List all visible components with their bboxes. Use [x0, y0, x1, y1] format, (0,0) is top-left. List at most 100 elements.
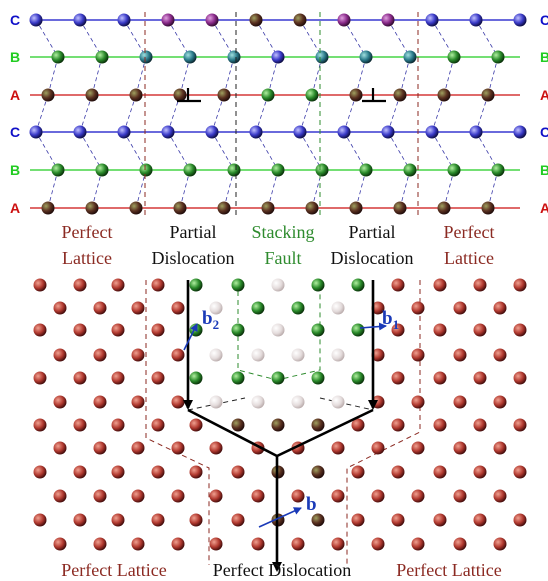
region-label-line2: Lattice	[444, 248, 494, 268]
atom	[183, 50, 197, 64]
row-label: B	[540, 162, 548, 178]
atom	[469, 125, 483, 139]
atom	[131, 441, 145, 455]
bond-line	[431, 19, 455, 58]
atom	[271, 323, 285, 337]
atom	[151, 465, 165, 479]
atom	[189, 371, 203, 385]
atom	[189, 465, 203, 479]
atom	[351, 513, 365, 527]
atom	[331, 348, 345, 362]
bond-line	[387, 19, 411, 58]
region-label-line1: Perfect	[62, 222, 113, 242]
atom	[271, 50, 285, 64]
atom	[473, 418, 487, 432]
atom	[173, 88, 187, 102]
atom	[231, 418, 245, 432]
svg-text:b1: b1	[382, 308, 399, 332]
atom	[425, 125, 439, 139]
row-label: A	[540, 87, 548, 103]
row-label: C	[540, 12, 548, 28]
atom	[251, 489, 265, 503]
bond-line	[79, 131, 103, 171]
atom	[151, 278, 165, 292]
atom	[251, 537, 265, 551]
atom	[231, 371, 245, 385]
atom	[111, 418, 125, 432]
atom	[453, 348, 467, 362]
bond-line	[35, 19, 59, 58]
atom	[293, 125, 307, 139]
atom	[481, 88, 495, 102]
atom	[53, 348, 67, 362]
region-label-line1: Perfect	[444, 222, 495, 242]
atom	[433, 465, 447, 479]
atom	[189, 513, 203, 527]
atom	[381, 125, 395, 139]
atom	[393, 88, 407, 102]
atom	[411, 489, 425, 503]
row-label: C	[10, 124, 20, 140]
atom	[209, 489, 223, 503]
atom	[111, 278, 125, 292]
atom	[205, 13, 219, 27]
atom	[391, 371, 405, 385]
atom	[453, 395, 467, 409]
atom	[189, 418, 203, 432]
atom	[73, 125, 87, 139]
atom	[271, 371, 285, 385]
atom	[171, 348, 185, 362]
atom	[209, 395, 223, 409]
atom	[33, 418, 47, 432]
atom	[171, 489, 185, 503]
atom	[73, 371, 87, 385]
atom	[151, 323, 165, 337]
atom	[129, 201, 143, 215]
atom	[139, 50, 153, 64]
atom	[437, 201, 451, 215]
atom	[351, 323, 365, 337]
atom	[161, 125, 175, 139]
atom	[411, 395, 425, 409]
atom	[111, 465, 125, 479]
atom	[391, 323, 405, 337]
atom	[251, 395, 265, 409]
burgers-vector-b: b	[258, 494, 317, 528]
atom	[481, 201, 495, 215]
atom	[493, 348, 507, 362]
atom	[33, 513, 47, 527]
atom	[73, 465, 87, 479]
row-label: A	[10, 87, 20, 103]
atom	[513, 278, 527, 292]
atom	[493, 301, 507, 315]
atom	[29, 13, 43, 27]
atom	[41, 88, 55, 102]
atom	[29, 125, 43, 139]
atom	[53, 301, 67, 315]
atom	[371, 348, 385, 362]
atom	[491, 163, 505, 177]
atom	[261, 201, 275, 215]
atom	[433, 418, 447, 432]
row-label: A	[540, 200, 548, 216]
atom	[151, 371, 165, 385]
atom	[129, 88, 143, 102]
atom	[293, 13, 307, 27]
atom	[171, 441, 185, 455]
atom	[403, 163, 417, 177]
dislocation-symbol	[362, 88, 386, 103]
atom	[291, 489, 305, 503]
bond-line	[343, 19, 367, 58]
atom	[433, 278, 447, 292]
atom	[311, 323, 325, 337]
region-label-line2: Fault	[264, 248, 301, 268]
atom	[209, 441, 223, 455]
bond-line	[211, 19, 235, 58]
bond-line	[167, 19, 191, 58]
bond-line	[123, 131, 147, 171]
atom	[493, 441, 507, 455]
atom	[151, 418, 165, 432]
bond-line	[343, 131, 367, 171]
